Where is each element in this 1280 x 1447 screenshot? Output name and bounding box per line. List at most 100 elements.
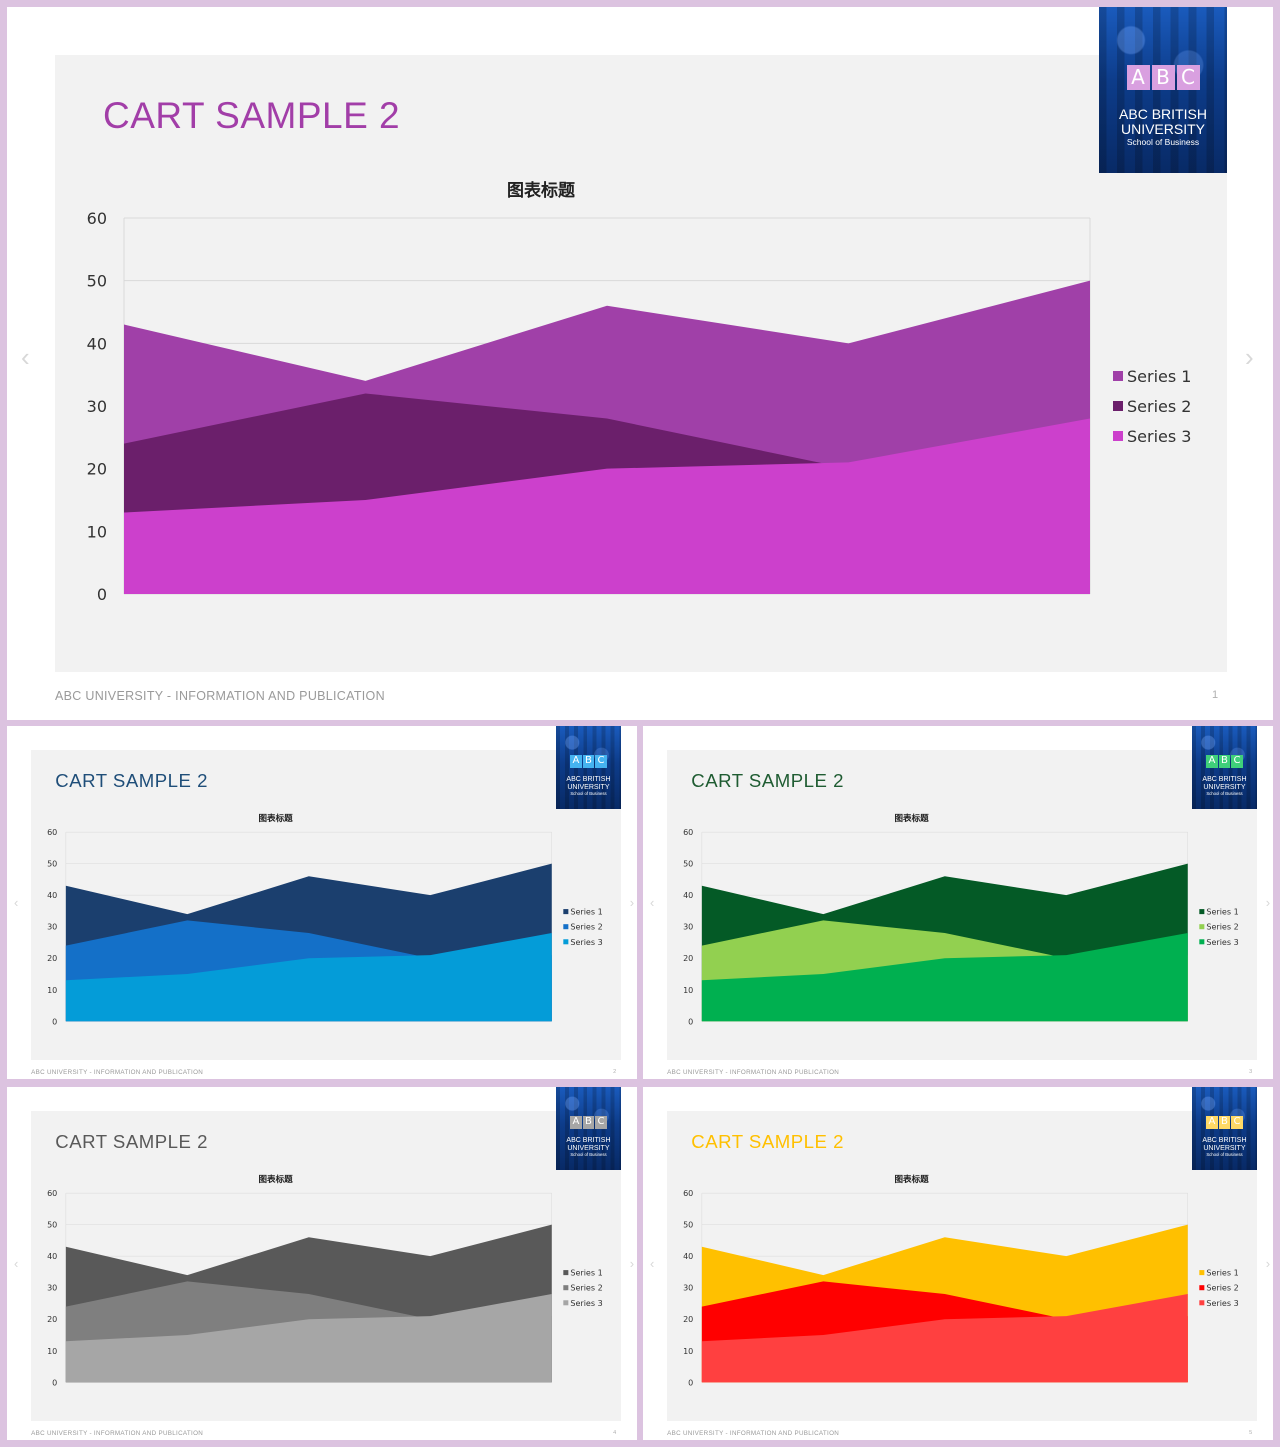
slide-2[interactable]: CART SAMPLE 2 A B C ABC BRITISH UNIVERSITY Sch… (7, 726, 637, 1079)
legend-swatch (563, 924, 569, 930)
y-tick-label: 0 (52, 1017, 57, 1026)
prev-slide-chevron-icon[interactable]: ‹ (21, 342, 30, 372)
y-tick-label: 20 (47, 1315, 57, 1324)
legend-label: Series 3 (1127, 427, 1191, 446)
logo-line3: School of Business (1206, 1152, 1243, 1158)
prev-slide-chevron-icon[interactable]: ‹ (14, 894, 19, 910)
next-slide-chevron-icon[interactable]: › (1265, 1255, 1271, 1271)
area-series-3 (65, 933, 552, 1022)
prev-slide-chevron-icon[interactable]: ‹ (650, 1255, 655, 1271)
legend-label: Series 2 (570, 923, 602, 932)
logo-line3: School of Business (570, 1152, 607, 1158)
logo-letter: B (1218, 1116, 1231, 1129)
next-slide-chevron-icon[interactable]: › (629, 894, 635, 910)
y-tick-label: 10 (87, 522, 107, 541)
logo-letter: C (1231, 1116, 1243, 1129)
y-tick-label: 0 (688, 1017, 693, 1026)
area-series-3 (124, 418, 1090, 594)
y-tick-label: 10 (683, 986, 693, 995)
next-slide-chevron-icon[interactable]: › (1245, 342, 1254, 372)
prev-slide-chevron-icon[interactable]: ‹ (650, 894, 655, 910)
slide-footer: ABC UNIVERSITY - INFORMATION AND PUBLICA… (667, 1430, 840, 1438)
legend-swatch (1113, 401, 1123, 411)
y-tick-label: 30 (47, 1284, 57, 1293)
logo-line2: UNIVERSITY (1203, 1144, 1246, 1152)
logo-letter: B (582, 1116, 595, 1129)
legend-label: Series 1 (1127, 367, 1191, 386)
legend-label: Series 2 (570, 1284, 602, 1293)
legend-label: Series 3 (1206, 938, 1238, 947)
logo-letter: A (1206, 1116, 1218, 1129)
y-tick-label: 50 (47, 860, 57, 869)
y-tick-label: 50 (683, 1221, 693, 1230)
university-logo: A B C ABC BRITISH UNIVERSITY School of Busine… (556, 1087, 621, 1171)
y-tick-label: 0 (52, 1378, 57, 1387)
slide-footer: ABC UNIVERSITY - INFORMATION AND PUBLICA… (667, 1069, 840, 1077)
slide-5[interactable]: CART SAMPLE 2 A B C ABC BRITISH UNIVERSITY Sch… (643, 1087, 1273, 1440)
y-tick-label: 60 (47, 1189, 57, 1198)
logo-line2: UNIVERSITY (1120, 120, 1205, 137)
prev-slide-chevron-icon[interactable]: ‹ (14, 1255, 19, 1271)
legend-label: Series 3 (570, 1299, 602, 1308)
y-tick-label: 20 (47, 954, 57, 963)
slide-title: CART SAMPLE 2 (103, 95, 401, 136)
logo-text: ABC BRITISH UNIVERSITY School of Business (556, 776, 620, 796)
logo-line1: ABC BRITISH (1202, 1137, 1247, 1145)
logo-letter: A (570, 755, 582, 768)
y-tick-label: 30 (683, 923, 693, 932)
logo-line1: ABC BRITISH (566, 1137, 611, 1145)
logo-line1: ABC BRITISH (1202, 776, 1247, 784)
chart-title: 图表标题 (259, 1173, 294, 1185)
slide-4[interactable]: CART SAMPLE 2 A B C ABC BRITISH UNIVERSITY Sch… (7, 1087, 637, 1440)
legend-label: Series 1 (1206, 1269, 1238, 1278)
legend-swatch (1113, 371, 1123, 381)
chart-title: 图表标题 (259, 812, 294, 824)
legend-swatch (1199, 1270, 1205, 1276)
slide-footer: ABC UNIVERSITY - INFORMATION AND PUBLICA… (55, 689, 385, 703)
y-tick-label: 30 (683, 1284, 693, 1293)
y-tick-label: 10 (683, 1347, 693, 1356)
logo-letter: C (1231, 755, 1243, 768)
page-number: 5 (1249, 1430, 1253, 1437)
y-tick-label: 10 (47, 986, 57, 995)
logo-letter: C (595, 755, 607, 768)
slide-title: CART SAMPLE 2 (55, 770, 208, 792)
logo-letter: C (595, 1116, 607, 1129)
y-tick-label: 50 (683, 860, 693, 869)
university-logo: A B C ABC BRITISH UNIVERSITY School of Busine… (1099, 7, 1227, 173)
logo-line3: School of Business (1126, 137, 1200, 148)
legend-label: Series 2 (1206, 1284, 1238, 1293)
next-slide-chevron-icon[interactable]: › (629, 1255, 635, 1271)
legend-swatch (1113, 431, 1123, 441)
y-tick-label: 40 (683, 1252, 693, 1261)
logo-line1: ABC BRITISH (1119, 106, 1207, 122)
logo-line2: UNIVERSITY (1203, 783, 1246, 791)
legend-label: Series 2 (1206, 923, 1238, 932)
logo-line2: UNIVERSITY (567, 1144, 610, 1152)
legend-label: Series 1 (570, 1269, 602, 1278)
y-tick-label: 20 (683, 1315, 693, 1324)
logo-line3: School of Business (1206, 791, 1243, 797)
slide-1[interactable]: CART SAMPLE 2 A B C ABC BRITISH UNIVERSITY Sch… (7, 7, 1273, 720)
legend-label: Series 3 (570, 938, 602, 947)
legend-swatch (563, 1300, 569, 1306)
slide-3[interactable]: CART SAMPLE 2 A B C ABC BRITISH UNIVERSITY Sch… (643, 726, 1273, 1079)
page-number: 2 (613, 1069, 617, 1076)
logo-letter: A (570, 1116, 582, 1129)
slide-title: CART SAMPLE 2 (691, 1131, 844, 1153)
y-tick-label: 60 (47, 828, 57, 837)
y-tick-label: 40 (47, 891, 57, 900)
y-tick-label: 0 (97, 585, 107, 604)
slide-title: CART SAMPLE 2 (55, 1131, 208, 1153)
slide-title: CART SAMPLE 2 (691, 770, 844, 792)
slide-footer: ABC UNIVERSITY - INFORMATION AND PUBLICA… (31, 1430, 204, 1438)
next-slide-chevron-icon[interactable]: › (1265, 894, 1271, 910)
legend-swatch (563, 939, 569, 945)
page-number: 3 (1249, 1069, 1253, 1076)
university-logo: A B C ABC BRITISH UNIVERSITY School of Busine… (556, 726, 621, 810)
